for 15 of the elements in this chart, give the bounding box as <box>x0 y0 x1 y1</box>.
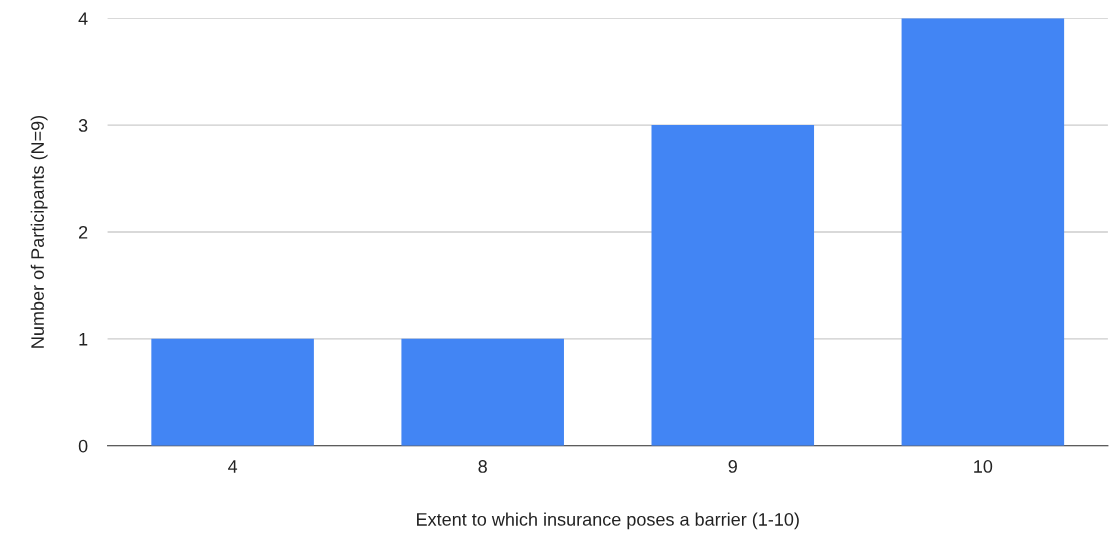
bar <box>651 125 815 446</box>
bar <box>901 18 1065 446</box>
x-tick-label: 9 <box>728 460 737 473</box>
y-tick-label: 4 <box>78 12 88 25</box>
y-tick-label: 2 <box>79 225 88 239</box>
x-tick-label: 8 <box>478 460 487 473</box>
bar <box>151 338 314 446</box>
x-tick-label: 4 <box>228 460 238 473</box>
y-axis-title: Number of Participants (N=9) <box>30 115 48 348</box>
x-axis-title: Extent to which insurance poses a barrier (1-10) <box>417 512 799 530</box>
y-tick-label: 1 <box>79 332 88 346</box>
y-tick-label: 3 <box>78 119 88 132</box>
x-tick-label: 10 <box>974 460 993 473</box>
y-tick-label: 0 <box>78 439 88 453</box>
bar <box>401 338 564 446</box>
